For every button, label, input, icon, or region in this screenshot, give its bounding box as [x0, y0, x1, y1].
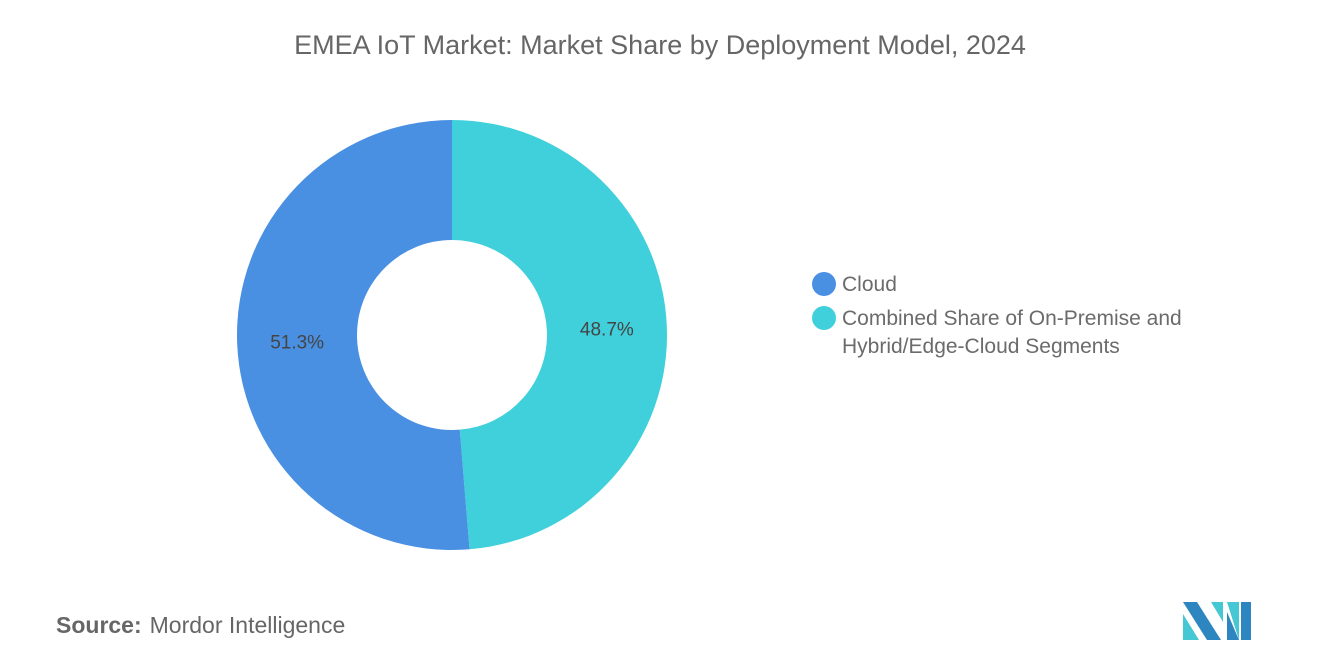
source-value: Mordor Intelligence: [149, 612, 346, 638]
mordor-intelligence-logo-icon: [1183, 602, 1251, 640]
legend-item-combined[interactable]: Combined Share of On-Premise and Hybrid/…: [812, 305, 1212, 361]
source-label: Source:: [56, 612, 142, 638]
legend-label: Combined Share of On-Premise and Hybrid/…: [842, 307, 1182, 358]
source-note: Source: Mordor Intelligence: [56, 612, 345, 639]
legend-swatch-cloud: [812, 272, 836, 296]
legend-label: Cloud: [842, 273, 897, 296]
legend-item-cloud[interactable]: Cloud: [812, 271, 1212, 299]
chart-title: EMEA IoT Market: Market Share by Deploym…: [294, 30, 1026, 60]
donut-slice-combined[interactable]: [452, 120, 668, 550]
legend: Cloud Combined Share of On-Premise and H…: [812, 271, 1212, 367]
legend-swatch-combined: [812, 306, 836, 330]
data-label-cloud: 51.3%: [270, 332, 324, 353]
data-label-combined: 48.7%: [580, 320, 634, 341]
donut-slice-cloud[interactable]: [237, 120, 470, 550]
